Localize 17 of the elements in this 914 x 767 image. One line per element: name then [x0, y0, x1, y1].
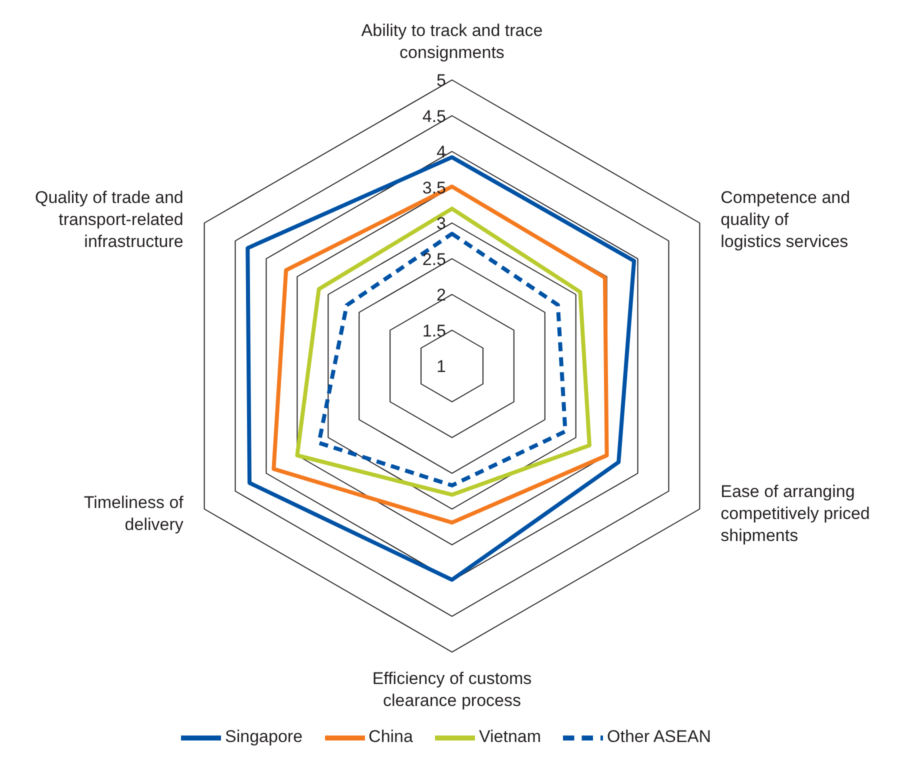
spoke-label: Quality of trade and transport-related infrastructure: [35, 188, 184, 251]
spoke-label: Timeliness of delivery: [84, 493, 184, 534]
legend-label: China: [368, 727, 413, 746]
spoke-label: Ability to track and trace consignments: [361, 21, 543, 62]
spoke-label: Efficiency of customs clearance process: [372, 669, 532, 710]
legend-label: Singapore: [225, 727, 303, 746]
spoke-label: Competence and quality of logistics services: [720, 188, 850, 251]
legend-label: Vietnam: [478, 727, 542, 746]
y-tick-label: 1.5: [422, 321, 446, 340]
y-tick-label: 4: [436, 142, 446, 162]
y-tick-label: 2: [436, 286, 446, 304]
y-tick-label: 1: [436, 357, 446, 376]
y-tick-label: 2.5: [422, 250, 446, 269]
y-tick-label: 4.5: [422, 106, 446, 126]
legend-label: Other ASEAN: [607, 727, 711, 746]
y-tick-label: 3.5: [422, 178, 446, 198]
spoke-label: Ease of arranging competitively priced shipments: [720, 482, 870, 545]
